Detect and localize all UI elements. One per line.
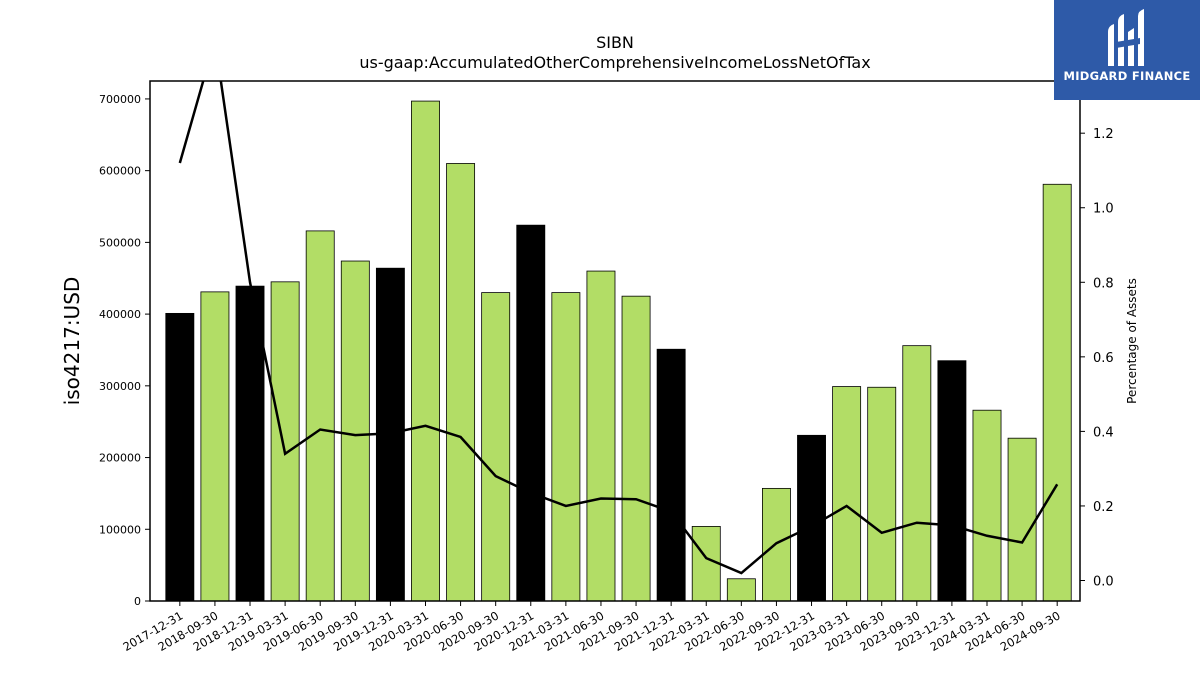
bar-2020-03-31 [411,100,440,602]
bar-2023-12-31 [937,360,967,602]
y-tick-label: 300000 [99,380,141,393]
midgard-logo-icon [1108,9,1144,66]
bar-2018-09-30 [200,291,230,602]
bar-2022-03-31 [691,526,721,602]
bar-2021-12-31 [656,348,686,602]
bar-2021-09-30 [621,295,651,602]
bar-2021-06-30 [586,270,616,602]
y2-tick-label: 0.0 [1093,574,1114,589]
y2-tick-label: 1.0 [1093,202,1114,217]
bar-2024-09-30 [1042,183,1072,602]
bar-2019-09-30 [340,260,370,602]
bar-2023-03-31 [832,386,862,602]
bar-2017-12-31 [165,312,195,602]
chart-title: SIBN [596,33,634,52]
bar-2021-03-31 [551,292,581,602]
y-tick-label: 100000 [99,523,141,536]
y-tick-label: 400000 [99,308,141,321]
bar-2020-09-30 [481,292,511,602]
bar-2024-03-31 [972,409,1002,602]
y2-tick-label: 0.6 [1093,351,1114,366]
y2-tick-label: 0.8 [1093,276,1114,291]
bar-2024-06-30 [1007,437,1037,602]
brand-name: MIDGARD FINANCE [1063,69,1191,83]
bar-2022-12-31 [797,434,826,602]
bar-2019-06-30 [305,230,335,602]
y-tick-label: 600000 [99,165,141,178]
y2-axis-label: Percentage of Assets [1125,278,1139,404]
chart-subtitle: us-gaap:AccumulatedOtherComprehensiveInc… [359,53,871,72]
bar-2018-12-31 [235,285,265,602]
bar-2022-06-30 [726,578,756,602]
bar-2023-06-30 [867,386,897,602]
bar-2019-03-31 [270,281,300,602]
bar-2020-06-30 [446,163,476,602]
bar-2020-12-31 [516,224,546,602]
plot-frame [149,80,1081,602]
percentage-line [178,81,1059,575]
y-tick-label: 500000 [99,236,141,249]
y2-tick-label: 1.2 [1093,127,1114,142]
y-axis-label: iso4217:USD [60,277,84,406]
brand-logo: MIDGARD FINANCE [1054,0,1200,100]
y2-tick-label: 0.4 [1093,425,1114,440]
bar-2023-09-30 [902,345,932,602]
y-tick-label: 700000 [99,93,141,106]
y2-tick-label: 0.2 [1093,500,1114,515]
y-tick-label: 0 [134,595,141,608]
y-tick-label: 200000 [99,452,141,465]
